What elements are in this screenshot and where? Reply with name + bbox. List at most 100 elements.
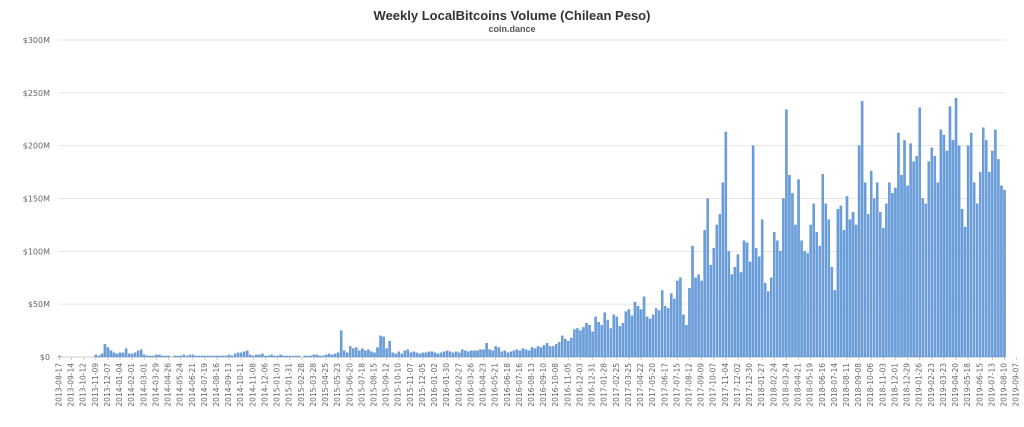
bar — [427, 351, 431, 358]
bar — [930, 147, 934, 358]
bar — [594, 316, 597, 358]
bar — [794, 224, 797, 358]
bar — [551, 346, 555, 358]
x-tick-label: 2016-05-21 — [491, 363, 500, 407]
bar — [600, 325, 603, 358]
bar — [960, 208, 964, 358]
bar — [252, 355, 255, 358]
bar — [624, 311, 628, 358]
bar — [570, 337, 573, 358]
bar — [479, 349, 482, 358]
bar — [273, 355, 276, 358]
bar — [821, 174, 824, 358]
bar — [321, 355, 325, 358]
bar — [585, 323, 588, 358]
x-tick-label: 2014-06-21 — [188, 363, 197, 407]
x-tick-label: 2017-02-25 — [612, 363, 621, 407]
bar — [924, 203, 927, 358]
x-tick-label: 2014-11-08 — [248, 363, 257, 407]
bar — [324, 354, 328, 358]
bar — [933, 156, 937, 358]
bar — [336, 352, 340, 358]
bar — [297, 355, 301, 358]
bar — [988, 171, 991, 358]
bar — [997, 159, 1000, 358]
bar — [815, 232, 818, 358]
x-tick-label: 2014-01-04 — [115, 363, 124, 407]
bar — [200, 355, 204, 358]
bar — [979, 171, 982, 358]
bar — [315, 354, 319, 358]
x-tick-label: 2013-12-07 — [103, 363, 112, 407]
bar — [542, 345, 546, 358]
bar — [567, 340, 570, 358]
bar — [103, 344, 107, 358]
bar — [945, 150, 949, 358]
bar — [721, 182, 725, 358]
bar — [524, 349, 528, 358]
bar — [485, 343, 488, 358]
bar — [627, 309, 631, 358]
bar — [521, 348, 525, 358]
bar — [618, 326, 622, 358]
bar — [382, 336, 385, 358]
bar — [185, 355, 188, 358]
bar — [246, 350, 249, 358]
bar — [409, 352, 413, 358]
y-tick-label: $300M — [23, 36, 50, 45]
bar — [791, 193, 794, 358]
bar — [763, 282, 767, 358]
bar — [1000, 185, 1003, 358]
x-tick-label: 2017-11-04 — [721, 363, 730, 407]
bar — [909, 143, 912, 358]
bar — [694, 277, 697, 358]
x-tick-label: 2017-05-20 — [648, 363, 657, 407]
bar — [642, 296, 646, 358]
bar — [473, 350, 476, 358]
bar — [124, 348, 128, 358]
bar — [851, 212, 855, 358]
bar — [969, 132, 973, 358]
bar — [879, 212, 882, 358]
bar — [467, 351, 470, 358]
x-tick-label: 2017-03-25 — [624, 363, 633, 407]
bar — [803, 251, 806, 358]
x-tick-label: 2018-02-24 — [769, 363, 778, 407]
bar — [94, 354, 98, 358]
bar — [545, 343, 549, 358]
bar — [733, 267, 737, 358]
bar — [673, 298, 676, 358]
x-tick-label: 2019-02-23 — [927, 363, 936, 407]
x-tick-label: 2018-07-14 — [830, 363, 839, 407]
bar — [309, 355, 313, 358]
bar — [176, 355, 179, 358]
bar — [606, 319, 609, 358]
bar — [161, 355, 164, 358]
bar — [497, 347, 500, 358]
bar — [518, 350, 522, 358]
x-tick-label: 2014-03-29 — [151, 363, 160, 407]
bar — [994, 129, 997, 358]
bar — [670, 293, 673, 358]
bar — [243, 351, 246, 358]
bar — [370, 351, 373, 358]
bar — [869, 170, 873, 358]
bar — [639, 309, 643, 358]
bar — [824, 203, 828, 358]
bar — [730, 274, 734, 358]
bar — [657, 310, 661, 358]
bar — [582, 327, 585, 358]
bar — [891, 193, 894, 358]
bar — [236, 352, 240, 358]
bar — [121, 352, 125, 358]
bar — [452, 352, 455, 358]
bar — [912, 161, 915, 358]
bar — [506, 352, 510, 358]
bar — [215, 355, 219, 358]
x-tick-label: 2013-09-14 — [67, 363, 76, 407]
bar — [191, 354, 195, 358]
bar — [109, 350, 113, 358]
bar — [966, 145, 970, 358]
bar — [685, 325, 688, 358]
